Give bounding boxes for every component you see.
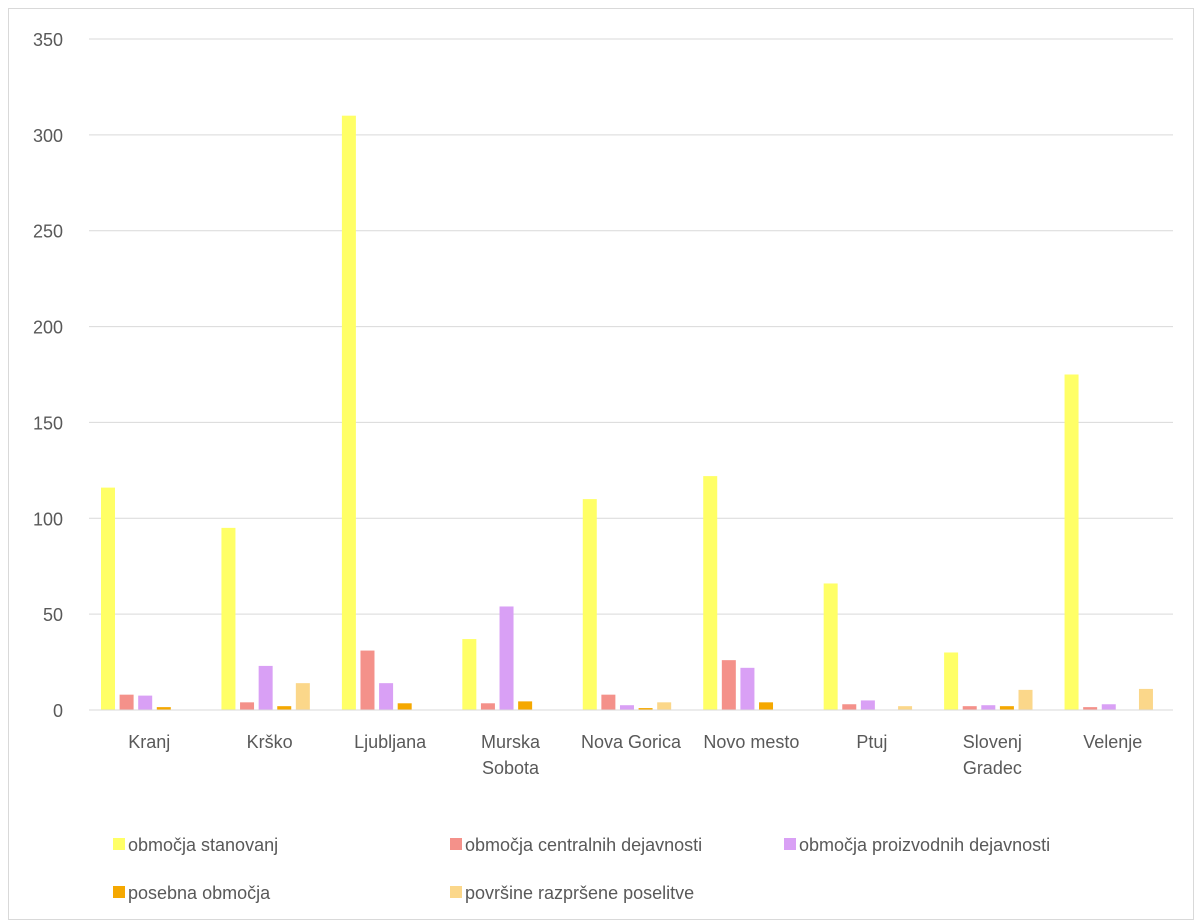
bar bbox=[138, 695, 153, 710]
bar bbox=[703, 476, 718, 710]
bar bbox=[360, 650, 375, 710]
bar bbox=[944, 652, 959, 710]
bar bbox=[981, 705, 996, 710]
y-axis-ticks: 0 50 100 150 200 250 300 350 bbox=[33, 30, 63, 721]
chart-area: 0 50 100 150 200 250 300 350 Kranj Krško Ljubljan… bbox=[8, 8, 1194, 920]
bar bbox=[221, 527, 236, 710]
y-tick-label: 250 bbox=[33, 222, 63, 242]
y-tick-label: 0 bbox=[53, 701, 63, 721]
legend-label: območja proizvodnih dejavnosti bbox=[799, 835, 1050, 855]
legend-item: območja proizvodnih dejavnosti bbox=[784, 835, 1050, 855]
bar bbox=[277, 706, 292, 710]
category-label: Slovenj Gradec bbox=[963, 732, 1022, 778]
legend-label: površine razpršene poselitve bbox=[465, 883, 694, 903]
bar bbox=[1064, 374, 1079, 710]
category-labels: Kranj Krško Ljubljana Murska Sobota Nova Gori… bbox=[128, 732, 1142, 778]
bar bbox=[740, 667, 755, 710]
bars bbox=[101, 115, 1153, 710]
bar bbox=[962, 706, 977, 710]
category-label: Krško bbox=[247, 732, 293, 752]
bar bbox=[721, 660, 736, 710]
legend-item: območja centralnih dejavnosti bbox=[450, 835, 702, 855]
legend-swatch bbox=[113, 838, 125, 850]
category-label: Ptuj bbox=[856, 732, 887, 752]
bar bbox=[860, 700, 875, 710]
category-label-line: Ljubljana bbox=[354, 732, 427, 752]
bar bbox=[582, 499, 597, 710]
legend-item: površine razpršene poselitve bbox=[450, 883, 694, 903]
bar bbox=[258, 665, 273, 710]
bar bbox=[499, 606, 514, 710]
gridlines bbox=[89, 38, 1173, 615]
y-tick-label: 200 bbox=[33, 318, 63, 338]
category-label-line: Murska bbox=[481, 732, 541, 752]
bar bbox=[638, 708, 653, 710]
category-label-line: Sobota bbox=[482, 758, 540, 778]
bar bbox=[295, 683, 310, 710]
category-label: Novo mesto bbox=[703, 732, 799, 752]
bar bbox=[518, 701, 533, 710]
category-label: Nova Gorica bbox=[581, 732, 682, 752]
category-label-line: Slovenj bbox=[963, 732, 1022, 752]
bar bbox=[601, 694, 616, 710]
category-label-line: Novo mesto bbox=[703, 732, 799, 752]
bar bbox=[823, 583, 838, 710]
bar bbox=[240, 702, 255, 710]
bar bbox=[759, 702, 774, 710]
legend: območja stanovanj območja centralnih deja… bbox=[113, 835, 1050, 903]
bar bbox=[1083, 707, 1098, 710]
bar bbox=[119, 694, 134, 710]
legend-label: območja centralnih dejavnosti bbox=[465, 835, 702, 855]
bar bbox=[1138, 688, 1153, 710]
category-label-line: Krško bbox=[247, 732, 293, 752]
bar bbox=[1018, 689, 1033, 710]
bar bbox=[999, 706, 1014, 710]
category-label-line: Gradec bbox=[963, 758, 1022, 778]
category-label: Murska Sobota bbox=[481, 732, 541, 778]
category-label-line: Velenje bbox=[1083, 732, 1142, 752]
bar bbox=[341, 115, 356, 710]
category-label: Kranj bbox=[128, 732, 170, 752]
bar-chart: 0 50 100 150 200 250 300 350 Kranj Krško Ljubljan… bbox=[33, 30, 1173, 903]
bar bbox=[619, 705, 634, 710]
legend-item: posebna območja bbox=[113, 883, 271, 903]
category-label-line: Ptuj bbox=[856, 732, 887, 752]
bar bbox=[898, 706, 913, 710]
bar bbox=[842, 704, 857, 710]
category-label: Ljubljana bbox=[354, 732, 427, 752]
y-tick-label: 100 bbox=[33, 509, 63, 529]
bar bbox=[397, 703, 412, 710]
y-tick-label: 300 bbox=[33, 126, 63, 146]
legend-swatch bbox=[450, 838, 462, 850]
y-tick-label: 150 bbox=[33, 413, 63, 433]
category-label-line: Kranj bbox=[128, 732, 170, 752]
bar bbox=[657, 702, 672, 710]
legend-swatch bbox=[784, 838, 796, 850]
y-tick-label: 350 bbox=[33, 30, 63, 50]
legend-label: posebna območja bbox=[128, 883, 271, 903]
category-label-line: Nova Gorica bbox=[581, 732, 682, 752]
legend-swatch bbox=[450, 886, 462, 898]
y-tick-label: 50 bbox=[43, 605, 63, 625]
bar bbox=[1101, 704, 1116, 710]
category-label: Velenje bbox=[1083, 732, 1142, 752]
legend-item: območja stanovanj bbox=[113, 835, 278, 855]
legend-label: območja stanovanj bbox=[128, 835, 278, 855]
bar bbox=[101, 487, 115, 710]
bar bbox=[462, 639, 477, 710]
legend-swatch bbox=[113, 886, 125, 898]
bar bbox=[379, 683, 394, 710]
bar bbox=[156, 707, 171, 710]
bar bbox=[480, 703, 495, 710]
